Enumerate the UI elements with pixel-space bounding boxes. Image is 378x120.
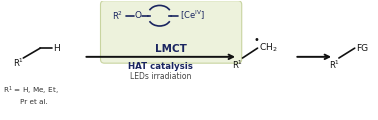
Text: R$^2$: R$^2$ bbox=[112, 9, 123, 22]
Text: LMCT: LMCT bbox=[155, 44, 187, 54]
Text: H: H bbox=[53, 44, 60, 53]
Text: R$^1$: R$^1$ bbox=[329, 59, 340, 71]
Text: R$^1$ = H, Me, Et,: R$^1$ = H, Me, Et, bbox=[3, 85, 58, 97]
Text: •: • bbox=[254, 35, 260, 45]
Text: HAT catalysis: HAT catalysis bbox=[128, 62, 193, 71]
Text: R$^1$: R$^1$ bbox=[232, 59, 243, 71]
Text: [Ce$^{\mathsf{IV}}$]: [Ce$^{\mathsf{IV}}$] bbox=[180, 9, 204, 22]
Text: LEDs irradiation: LEDs irradiation bbox=[130, 72, 191, 81]
Text: CH$_2$: CH$_2$ bbox=[259, 42, 278, 54]
Text: R$^1$: R$^1$ bbox=[13, 57, 24, 69]
FancyBboxPatch shape bbox=[101, 1, 242, 63]
Text: Pr et al.: Pr et al. bbox=[20, 99, 48, 105]
Text: O: O bbox=[134, 11, 141, 20]
Text: FG: FG bbox=[356, 44, 368, 53]
